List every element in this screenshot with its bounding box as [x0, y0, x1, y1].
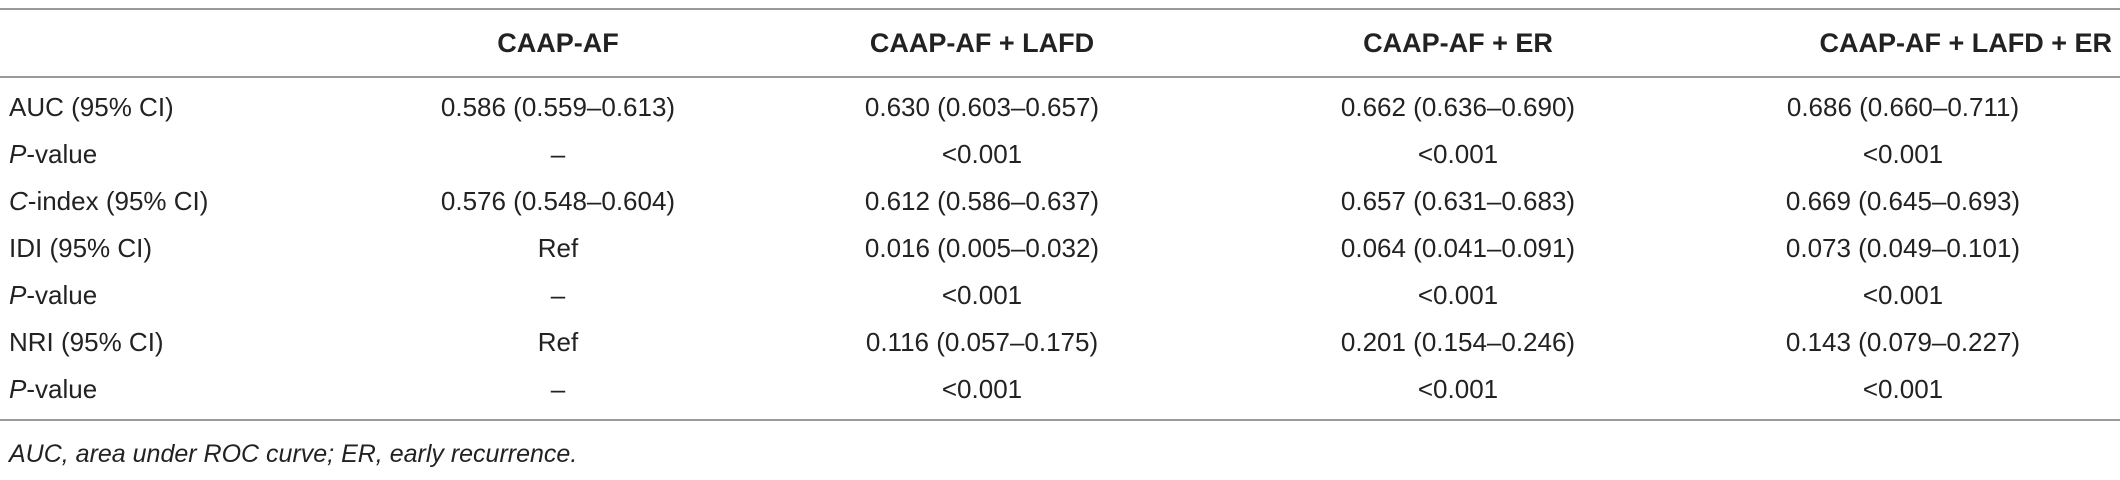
row-label: AUC (95% CI) — [0, 77, 382, 131]
header-cell-caap-af-er: CAAP-AF + ER — [1363, 27, 1553, 58]
table-header: CAAP-AF CAAP-AF + LAFD CAAP-AF + ER CAAP… — [0, 9, 2120, 77]
row-label-text: -value — [26, 374, 98, 404]
table-body: AUC (95% CI) 0.586 (0.559–0.613) 0.630 (… — [0, 77, 2120, 420]
table-row: NRI (95% CI) Ref 0.116 (0.057–0.175) 0.2… — [0, 319, 2120, 366]
table-cell: 0.201 (0.154–0.246) — [1340, 327, 1576, 357]
table-cell: 0.612 (0.586–0.637) — [864, 186, 1100, 216]
header-cell-caap-af-lafd: CAAP-AF + LAFD — [869, 27, 1095, 58]
table-cell: – — [550, 280, 566, 310]
row-label-italic: C — [9, 186, 28, 216]
table-cell: 0.657 (0.631–0.683) — [1340, 186, 1576, 216]
table-cell: 0.586 (0.559–0.613) — [440, 92, 676, 122]
row-label: P-value — [0, 131, 382, 178]
table-cell: <0.001 — [941, 374, 1023, 404]
table-cell: <0.001 — [1862, 280, 1944, 310]
table-cell: 0.686 (0.660–0.711) — [1786, 92, 2020, 122]
row-label-italic: P — [9, 374, 27, 404]
table-cell: <0.001 — [941, 139, 1023, 169]
table-row: P-value – <0.001 <0.001 <0.001 — [0, 272, 2120, 319]
row-label: NRI (95% CI) — [0, 319, 382, 366]
header-cell-caap-af-lafd-er: CAAP-AF + LAFD + ER — [1819, 27, 2112, 58]
table-cell: <0.001 — [1417, 374, 1499, 404]
table-cell: 0.143 (0.079–0.227) — [1785, 327, 2021, 357]
table-cell: <0.001 — [1417, 280, 1499, 310]
table-cell: 0.630 (0.603–0.657) — [864, 92, 1100, 122]
table-row: C-index (95% CI) 0.576 (0.548–0.604) 0.6… — [0, 178, 2120, 225]
row-label: P-value — [0, 366, 382, 420]
results-table: CAAP-AF CAAP-AF + LAFD CAAP-AF + ER CAAP… — [0, 8, 2120, 421]
row-label-italic: P — [9, 139, 27, 169]
table-cell: 0.073 (0.049–0.101) — [1785, 233, 2021, 263]
table-cell: <0.001 — [941, 280, 1023, 310]
table-cell: <0.001 — [1417, 139, 1499, 169]
table-row: IDI (95% CI) Ref 0.016 (0.005–0.032) 0.0… — [0, 225, 2120, 272]
header-cell-empty — [0, 9, 382, 77]
row-label-text: -index (95% CI) — [27, 186, 209, 216]
header-row: CAAP-AF CAAP-AF + LAFD CAAP-AF + ER CAAP… — [0, 9, 2120, 77]
row-label: C-index (95% CI) — [0, 178, 382, 225]
row-label-text: IDI (95% CI) — [9, 233, 153, 263]
table-row: AUC (95% CI) 0.586 (0.559–0.613) 0.630 (… — [0, 77, 2120, 131]
row-label-italic: P — [9, 280, 27, 310]
table-cell: 0.116 (0.057–0.175) — [865, 327, 1099, 357]
row-label: IDI (95% CI) — [0, 225, 382, 272]
table-cell: – — [550, 374, 566, 404]
table-cell: 0.064 (0.041–0.091) — [1340, 233, 1576, 263]
table-row: P-value – <0.001 <0.001 <0.001 — [0, 366, 2120, 420]
table-cell: 0.016 (0.005–0.032) — [864, 233, 1100, 263]
row-label-text: -value — [26, 280, 98, 310]
table-cell: 0.576 (0.548–0.604) — [440, 186, 676, 216]
table-cell: <0.001 — [1862, 139, 1944, 169]
table-cell: Ref — [537, 327, 579, 357]
table-cell: Ref — [537, 233, 579, 263]
table-row: P-value – <0.001 <0.001 <0.001 — [0, 131, 2120, 178]
table-cell: 0.662 (0.636–0.690) — [1340, 92, 1576, 122]
header-cell-caap-af: CAAP-AF — [497, 27, 619, 58]
row-label-text: AUC (95% CI) — [9, 92, 174, 122]
table-footnote: AUC, area under ROC curve; ER, early rec… — [9, 440, 578, 468]
table-cell: <0.001 — [1862, 374, 1944, 404]
row-label-text: -value — [26, 139, 98, 169]
table-cell: – — [550, 139, 566, 169]
row-label: P-value — [0, 272, 382, 319]
row-label-text: NRI (95% CI) — [9, 327, 164, 357]
table-cell: 0.669 (0.645–0.693) — [1785, 186, 2021, 216]
